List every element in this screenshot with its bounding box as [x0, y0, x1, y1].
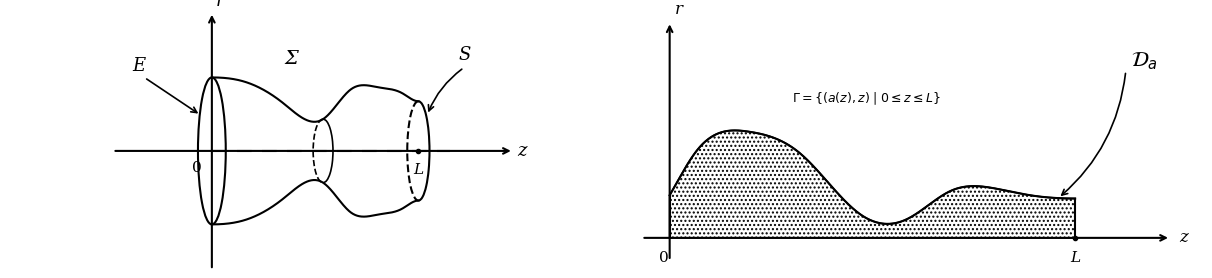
- Text: 0: 0: [193, 161, 202, 175]
- Text: $\Gamma = \{(a(z),z) \mid 0 \leq z \leq L\}$: $\Gamma = \{(a(z),z) \mid 0 \leq z \leq …: [793, 90, 942, 107]
- Text: Σ: Σ: [285, 49, 298, 68]
- Text: z: z: [1179, 229, 1188, 246]
- Text: L: L: [1070, 251, 1080, 265]
- Text: L: L: [413, 163, 423, 177]
- Polygon shape: [670, 130, 1075, 238]
- Text: 0: 0: [659, 251, 669, 265]
- Text: z: z: [518, 142, 527, 160]
- Text: E: E: [132, 58, 145, 76]
- Text: r: r: [216, 0, 224, 10]
- Text: $\mathcal{D}_a$: $\mathcal{D}_a$: [1132, 50, 1159, 72]
- Text: S: S: [458, 46, 470, 64]
- Text: r: r: [675, 1, 684, 18]
